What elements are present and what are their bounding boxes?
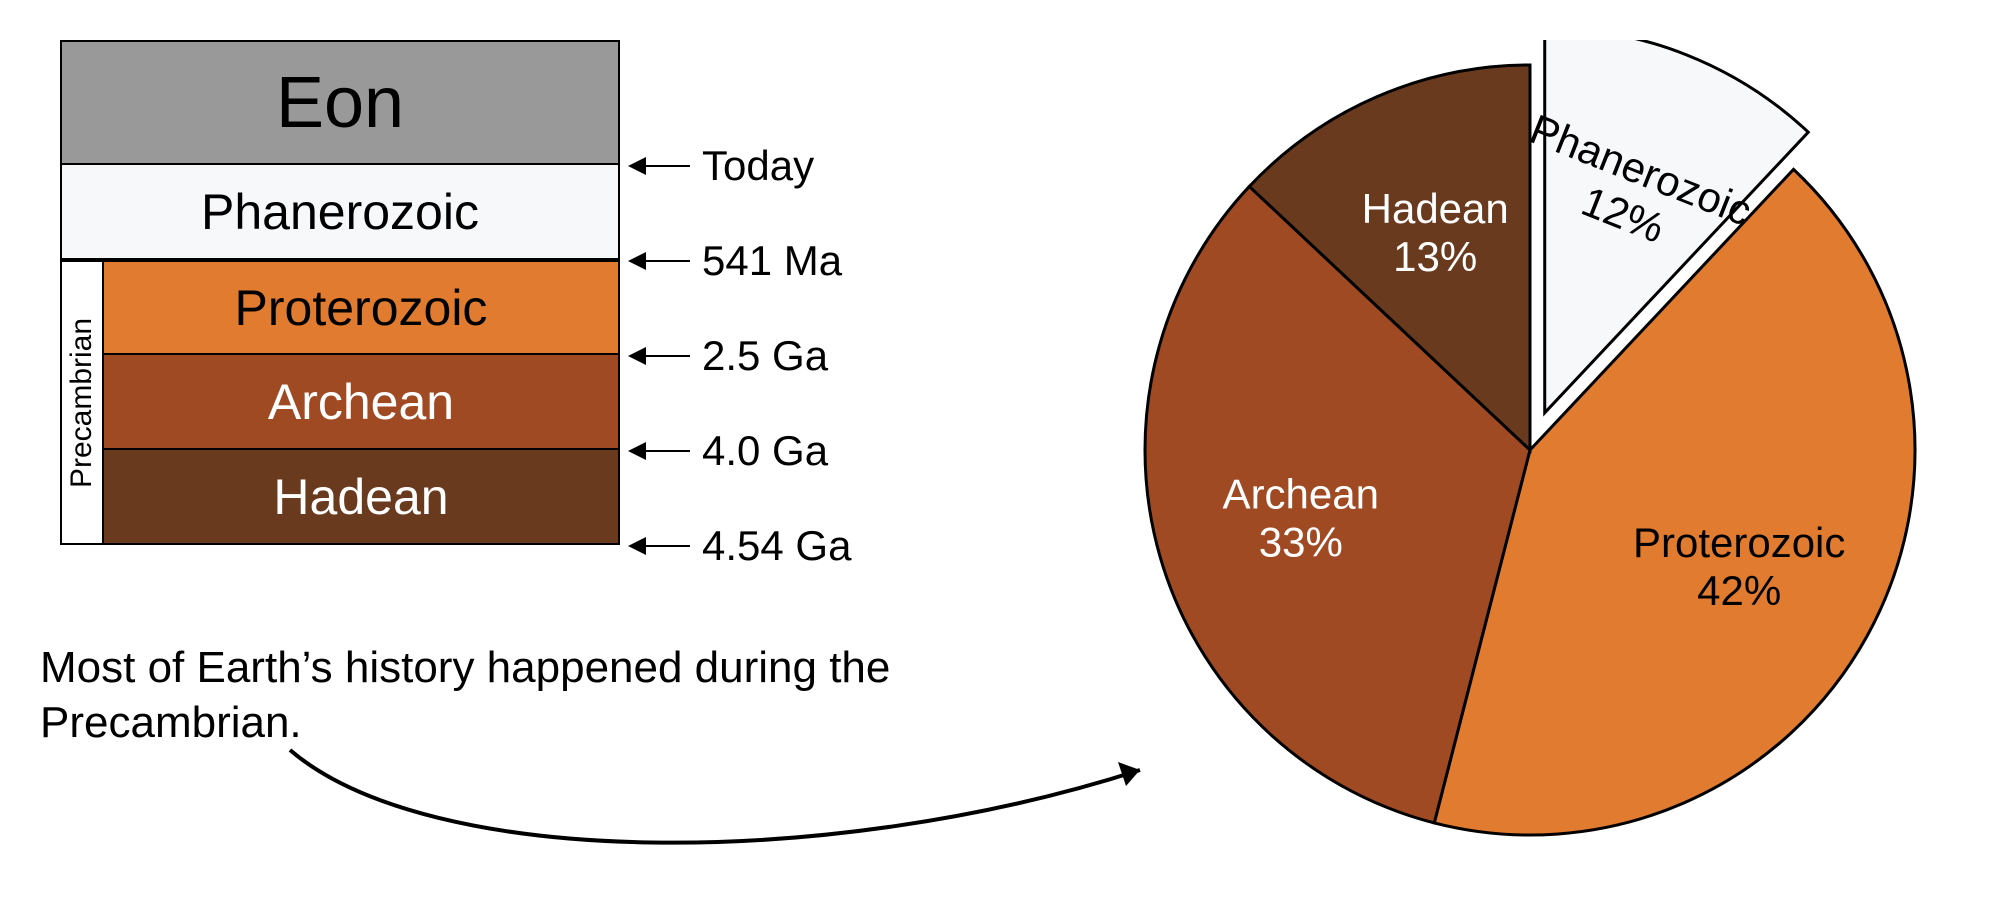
time-marker-today: Today — [630, 142, 814, 190]
time-marker-454ga: 4.54 Ga — [630, 522, 851, 570]
arrow-left-icon — [630, 355, 690, 357]
curve-arrow-icon — [280, 740, 1160, 880]
arrow-left-icon — [630, 165, 690, 167]
eon-row-phanerozoic: Phanerozoic — [60, 165, 620, 260]
time-marker-label: 4.0 Ga — [702, 427, 828, 475]
time-marker-label: Today — [702, 142, 814, 190]
time-marker-label: 541 Ma — [702, 237, 842, 285]
arrow-left-icon — [630, 260, 690, 262]
eon-row-hadean: Hadean — [102, 450, 620, 545]
time-marker-label: 4.54 Ga — [702, 522, 851, 570]
svg-text:Hadean: Hadean — [1362, 185, 1509, 232]
eon-row-proterozoic: Proterozoic — [102, 260, 620, 355]
time-marker-40ga: 4.0 Ga — [630, 427, 828, 475]
caption-text: Most of Earth’s history happened during … — [40, 640, 1040, 750]
svg-text:13%: 13% — [1393, 233, 1477, 280]
precambrian-sidebar: Precambrian — [60, 260, 102, 545]
precambrian-label: Precambrian — [65, 317, 99, 487]
svg-text:42%: 42% — [1697, 567, 1781, 614]
svg-text:33%: 33% — [1259, 519, 1343, 566]
svg-text:Proterozoic: Proterozoic — [1633, 519, 1845, 566]
pie-chart: Phanerozoic12%Proterozoic42%Archean33%Ha… — [1120, 40, 1940, 860]
eon-row-archean: Archean — [102, 355, 620, 450]
svg-text:Archean: Archean — [1223, 471, 1379, 518]
time-marker-25ga: 2.5 Ga — [630, 332, 828, 380]
eon-column: Eon Phanerozoic Precambrian Proterozoic … — [60, 40, 620, 545]
time-marker-label: 2.5 Ga — [702, 332, 828, 380]
time-marker-541ma: 541 Ma — [630, 237, 842, 285]
arrow-left-icon — [630, 450, 690, 452]
arrow-left-icon — [630, 545, 690, 547]
eon-header: Eon — [60, 40, 620, 165]
